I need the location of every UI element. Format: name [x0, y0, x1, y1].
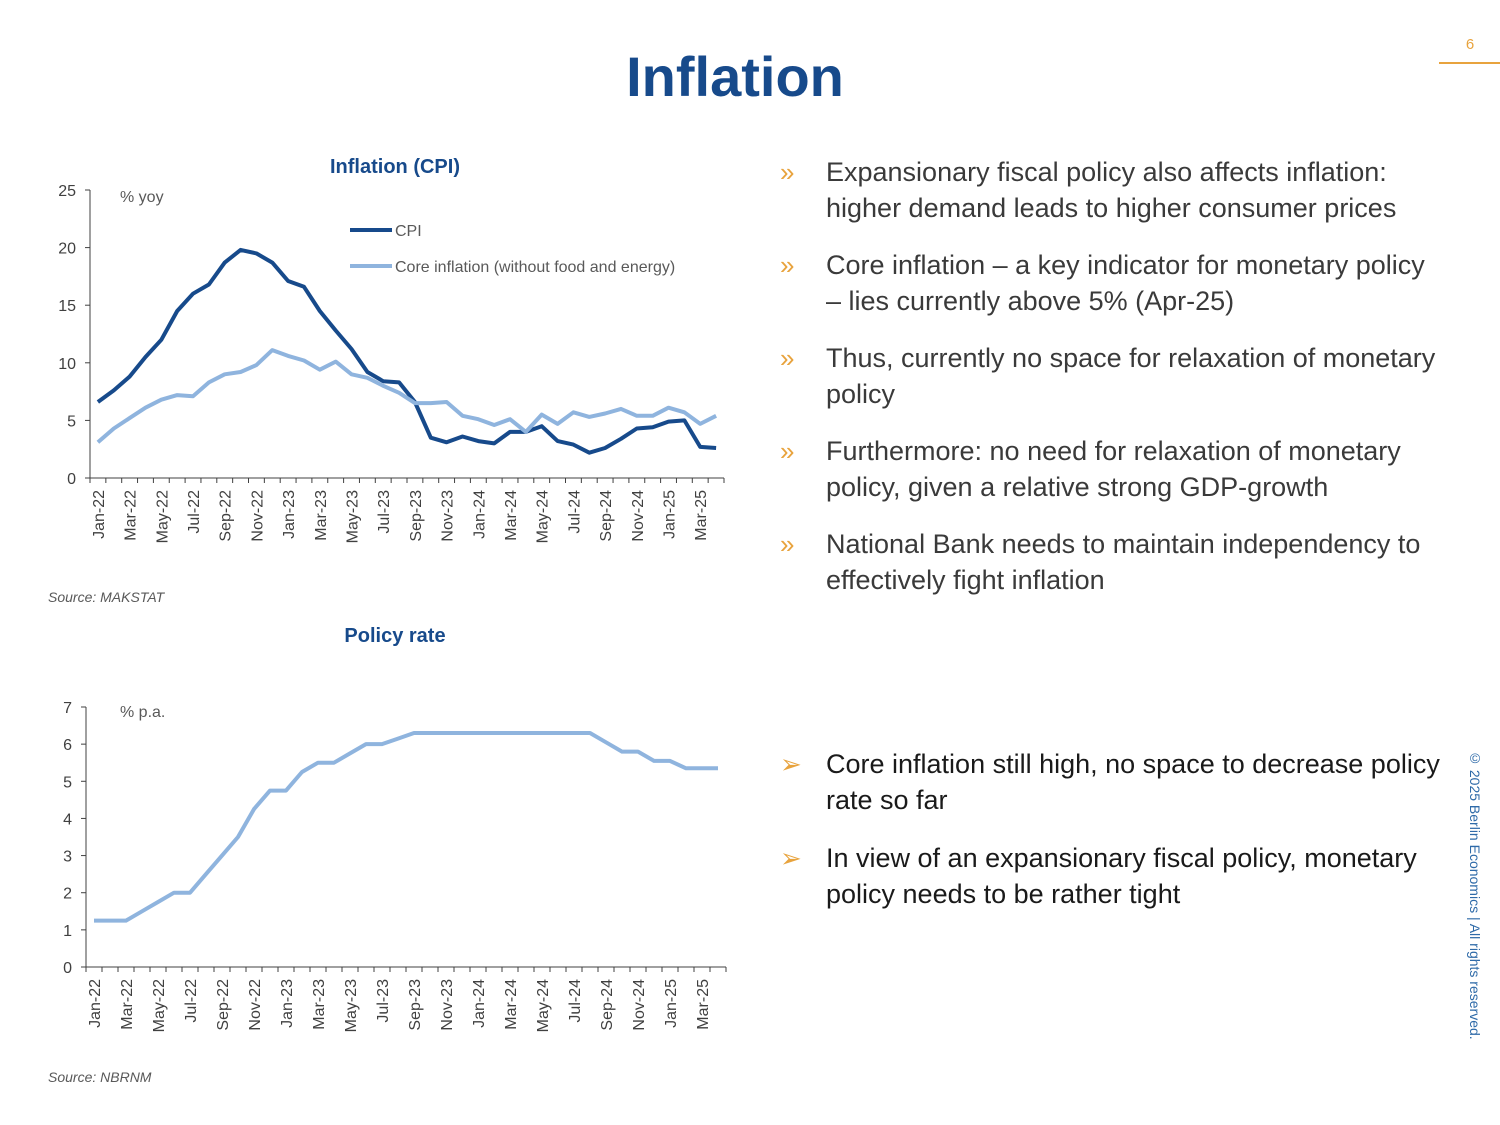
bullet-text: National Bank needs to maintain independ…: [826, 529, 1421, 595]
rate-x-tick-label: Mar-22: [119, 979, 136, 1030]
bullet-text: Expansionary fiscal policy also affects …: [826, 157, 1397, 223]
copyright-notice: © 2025 Berlin Economics | All rights res…: [1467, 750, 1483, 1040]
arrow-bullet-icon: ➢: [780, 749, 802, 779]
rate-x-tick-label: Nov-23: [439, 979, 456, 1031]
rate-x-tick-label: Jul-22: [183, 979, 200, 1023]
bullet-item: » Core inflation – a key indicator for mo…: [780, 247, 1440, 319]
rate-y-tick-label: 3: [63, 849, 72, 866]
rate-x-tick-label: Mar-24: [503, 979, 520, 1030]
rate-x-tick-label: May-23: [343, 979, 360, 1032]
bullet-item: » Furthermore: no need for relaxation of …: [780, 433, 1440, 505]
cpi-chart: Inflation (CPI) % yoy CPI Core inflation…: [48, 156, 725, 605]
bullet-marker: »: [780, 436, 795, 466]
rate-y-tick-label: 7: [63, 700, 72, 717]
conclusion-item: ➢ Core inflation still high, no space to …: [780, 746, 1440, 818]
cpi-series: [96, 247, 718, 455]
cpi-y-tick-label: 0: [67, 471, 76, 488]
policy-rate-series: [94, 731, 718, 923]
rate-x-tick-label: Nov-24: [631, 979, 648, 1031]
conclusion-text: Core inflation still high, no space to d…: [826, 749, 1440, 815]
rate-x-tick-label: Jul-23: [375, 979, 392, 1023]
legend-label-core: Core inflation (without food and energy): [395, 259, 675, 276]
bullet-text: Furthermore: no need for relaxation of m…: [826, 436, 1401, 502]
rate-x-tick-label: Jan-24: [471, 979, 488, 1028]
cpi-x-tick-label: Mar-24: [503, 490, 520, 541]
rate-x-tick-label: May-24: [535, 979, 552, 1032]
bullet-item: » National Bank needs to maintain indepen…: [780, 526, 1440, 598]
rate-x-tick-label: Mar-23: [311, 979, 328, 1030]
rate-x-tick-label: Sep-24: [599, 979, 616, 1031]
rate-x-tick-label: Sep-23: [407, 979, 424, 1031]
rate-y-tick-label: 1: [63, 923, 72, 940]
cpi-x-tick-label: May-24: [535, 490, 552, 543]
rate-y-tick-label: 6: [63, 737, 72, 754]
rate-x-tick-label: Jan-22: [87, 979, 104, 1028]
cpi-x-tick-label: May-22: [154, 490, 171, 543]
cpi-series-line-2: [96, 348, 718, 444]
cpi-x-tick-label: Sep-24: [598, 490, 615, 542]
bullet-item: » Expansionary fiscal policy also affects…: [780, 154, 1440, 226]
bullet-text: Thus, currently no space for relaxation …: [826, 343, 1436, 409]
cpi-x-tick-label: Nov-22: [249, 490, 266, 542]
rate-x-tick-label: Mar-25: [695, 979, 712, 1030]
cpi-x-tick-label: May-23: [345, 490, 362, 543]
bullet-marker: »: [780, 250, 795, 280]
conclusion-text: In view of an expansionary fiscal policy…: [826, 843, 1417, 909]
cpi-legend: CPI Core inflation (without food and ene…: [350, 223, 675, 276]
cpi-x-tick-label: Jul-24: [566, 490, 583, 534]
cpi-x-tick-label: Jan-24: [471, 490, 488, 539]
rate-y-tick-label: 5: [63, 774, 72, 791]
rate-series-line-1: [94, 731, 718, 923]
rate-x-tick-label: Jan-25: [663, 979, 680, 1028]
cpi-x-tick-label: Sep-22: [218, 490, 235, 542]
cpi-x-tick-label: Jul-22: [186, 490, 203, 534]
cpi-x-tick-label: Mar-25: [693, 490, 710, 541]
rate-y-tick-label: 2: [63, 886, 72, 903]
cpi-source: Source: MAKSTAT: [48, 589, 166, 605]
cpi-y-tick-label: 15: [58, 298, 76, 315]
bullet-marker: »: [780, 343, 795, 373]
bullet-marker: »: [780, 157, 795, 187]
legend-label-cpi: CPI: [395, 223, 422, 240]
cpi-x-tick-label: Jan-22: [91, 490, 108, 539]
arrow-bullet-icon: ➢: [780, 843, 802, 873]
rate-x-tick-label: May-22: [151, 979, 168, 1032]
cpi-x-tick-label: Nov-23: [440, 490, 457, 542]
cpi-axes: 0 5 10 15 20 25 Jan-22 Mar-22 May-22 Jul-22 Sep-22…: [58, 183, 725, 543]
bullet-text: Core inflation – a key indicator for mon…: [826, 250, 1425, 316]
policy-rate-chart-title: Policy rate: [344, 625, 445, 647]
cpi-x-tick-label: Jan-25: [662, 490, 679, 539]
key-points: » Expansionary fiscal policy also affects…: [780, 154, 1440, 619]
page-number: 6: [1465, 36, 1475, 53]
cpi-x-tick-label: Sep-23: [408, 490, 425, 542]
page-number-rule: [1439, 62, 1500, 64]
cpi-x-tick-label: Jan-23: [281, 490, 298, 539]
cpi-x-tick-label: Nov-24: [630, 490, 647, 542]
cpi-x-tick-label: Jul-23: [376, 490, 393, 534]
cpi-chart-title: Inflation (CPI): [330, 156, 460, 178]
rate-x-tick-label: Jan-23: [279, 979, 296, 1028]
rate-x-tick-label: Jul-24: [567, 979, 584, 1023]
bullet-marker: »: [780, 529, 795, 559]
rate-x-tick-label: Sep-22: [215, 979, 232, 1031]
conclusions: ➢ Core inflation still high, no space to …: [780, 746, 1440, 934]
cpi-y-tick-label: 10: [58, 356, 76, 373]
conclusion-item: ➢ In view of an expansionary fiscal polic…: [780, 840, 1440, 912]
rate-y-tick-label: 4: [63, 811, 72, 828]
cpi-unit-label: % yoy: [120, 189, 164, 206]
cpi-y-tick-label: 20: [58, 241, 76, 258]
bullet-item: » Thus, currently no space for relaxation…: [780, 340, 1440, 412]
policy-rate-axes: 0 1 2 3 4 5 6 7 Jan-22 Mar-22 May-22 Jul-22 Sep-22 No…: [63, 700, 727, 1032]
cpi-x-tick-label: Mar-22: [123, 490, 140, 541]
cpi-x-tick-label: Mar-23: [313, 490, 330, 541]
page-title: Inflation: [626, 45, 844, 108]
cpi-y-tick-label: 5: [67, 413, 76, 430]
rate-x-tick-label: Nov-22: [247, 979, 264, 1031]
policy-rate-source: Source: NBRNM: [48, 1069, 152, 1085]
policy-rate-chart: Policy rate % p.a. 0 1 2 3 4 5 6 7 Jan-22 Mar-22 M…: [48, 625, 727, 1085]
cpi-series-line-1: [96, 247, 717, 455]
cpi-y-tick-label: 25: [58, 183, 76, 200]
rate-y-tick-label: 0: [63, 960, 72, 977]
policy-rate-unit-label: % p.a.: [120, 704, 165, 721]
